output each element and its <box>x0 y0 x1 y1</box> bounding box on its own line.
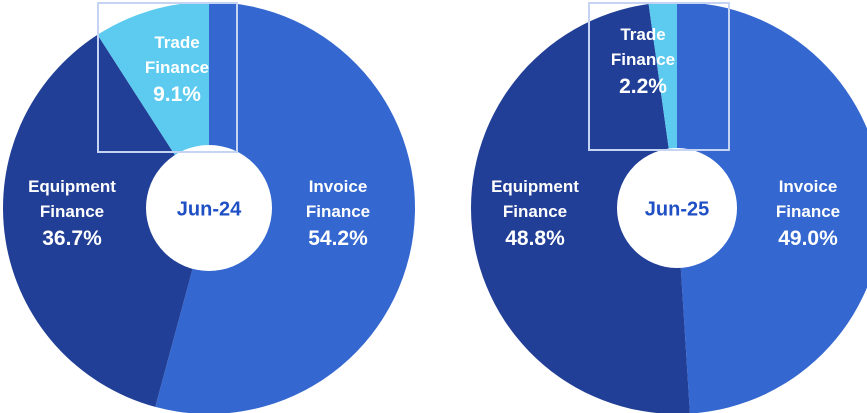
pie-slice <box>471 3 690 413</box>
slice-name: Equipment Finance <box>491 177 579 221</box>
slice-value: 54.2% <box>308 227 368 250</box>
pie-slice <box>2 34 209 407</box>
slice-value: 2.2% <box>619 75 667 98</box>
pie-slice <box>677 2 867 413</box>
slice-value: 9.1% <box>153 83 201 106</box>
slice-label: Invoice Finance 54.2% <box>288 174 388 254</box>
pie-slice <box>155 2 415 413</box>
slice-value: 49.0% <box>778 227 838 250</box>
slice-label: Trade Finance 9.1% <box>127 30 227 110</box>
slice-name: Equipment Finance <box>28 177 116 221</box>
center-label: Jun-24 <box>177 198 242 220</box>
slice-label: Equipment Finance 36.7% <box>22 174 122 254</box>
highlight-box <box>97 2 238 153</box>
donut-hole <box>617 148 737 268</box>
slice-name: Trade Finance <box>610 25 676 69</box>
slice-label: Equipment Finance 48.8% <box>485 174 585 254</box>
slice-label: Invoice Finance 49.0% <box>758 174 858 254</box>
donut-hole <box>146 145 272 271</box>
highlight-box <box>588 2 730 151</box>
slice-value: 36.7% <box>42 227 102 250</box>
slice-value: 48.8% <box>505 227 565 250</box>
slice-name: Invoice Finance <box>775 177 841 221</box>
center-label: Jun-25 <box>645 198 709 220</box>
slice-name: Trade Finance <box>144 33 210 77</box>
slice-name: Invoice Finance <box>305 177 371 221</box>
slice-label: Trade Finance 2.2% <box>593 22 693 102</box>
